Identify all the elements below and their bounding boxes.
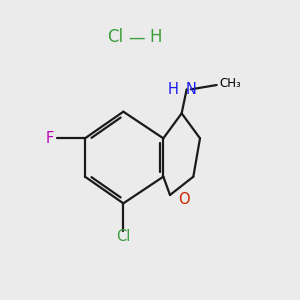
Text: H: H [150,28,162,46]
Text: N: N [185,82,196,97]
Text: Cl: Cl [116,229,130,244]
Text: O: O [178,192,189,207]
Text: —: — [128,28,145,46]
Text: CH₃: CH₃ [219,77,241,90]
Text: H: H [167,82,178,97]
Text: F: F [46,131,54,146]
Text: Cl: Cl [107,28,124,46]
